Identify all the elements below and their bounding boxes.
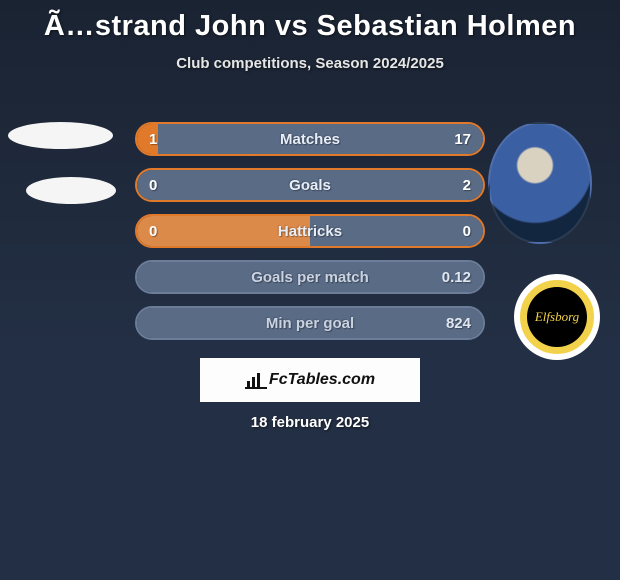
player-right-avatar: [488, 122, 592, 244]
stat-label: Hattricks: [137, 216, 483, 246]
competition-subtitle: Club competitions, Season 2024/2025: [0, 55, 620, 72]
stat-row: Goals0 2: [135, 168, 485, 202]
fctables-logo: FcTables.com: [200, 358, 420, 402]
stat-label: Matches: [137, 124, 483, 154]
stat-value-right: 2: [463, 170, 471, 200]
stat-bars-container: Matches117Goals02Hattricks00Goals per ma…: [135, 122, 485, 352]
logo-text: FcTables.com: [269, 371, 375, 389]
stat-label: Goals: [137, 170, 483, 200]
club-right-badge: Elfsborg: [514, 274, 600, 360]
page-title: Ã…strand John vs Sebastian Holmen: [0, 0, 620, 43]
stat-value-left: 0: [149, 170, 157, 200]
bars-icon: [245, 371, 267, 389]
stat-value-right: 824: [446, 308, 471, 338]
club-right-badge-text: Elfsborg: [527, 287, 587, 347]
comparison-infographic: Ã…strand John vs Sebastian Holmen Club c…: [0, 0, 620, 580]
stat-label: Goals per match: [137, 262, 483, 292]
stat-row: Min per goal824: [135, 306, 485, 340]
stat-row: Hattricks0 0: [135, 214, 485, 248]
stat-value-right: 0.12: [442, 262, 471, 292]
stat-value-left: 0: [149, 216, 157, 246]
club-left-badge-placeholder: [26, 177, 116, 204]
stat-value-right: 0: [463, 216, 471, 246]
stat-value-right: 17: [454, 124, 471, 154]
stat-row: Matches1 17: [135, 122, 485, 156]
stat-value-left: 1: [149, 124, 157, 154]
player-left-avatar-placeholder: [8, 122, 113, 149]
infographic-date: 18 february 2025: [0, 414, 620, 431]
stat-label: Min per goal: [137, 308, 483, 338]
stat-row: Goals per match0.12: [135, 260, 485, 294]
